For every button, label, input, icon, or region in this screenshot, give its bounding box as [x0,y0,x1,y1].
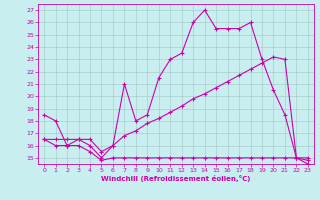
X-axis label: Windchill (Refroidissement éolien,°C): Windchill (Refroidissement éolien,°C) [101,175,251,182]
